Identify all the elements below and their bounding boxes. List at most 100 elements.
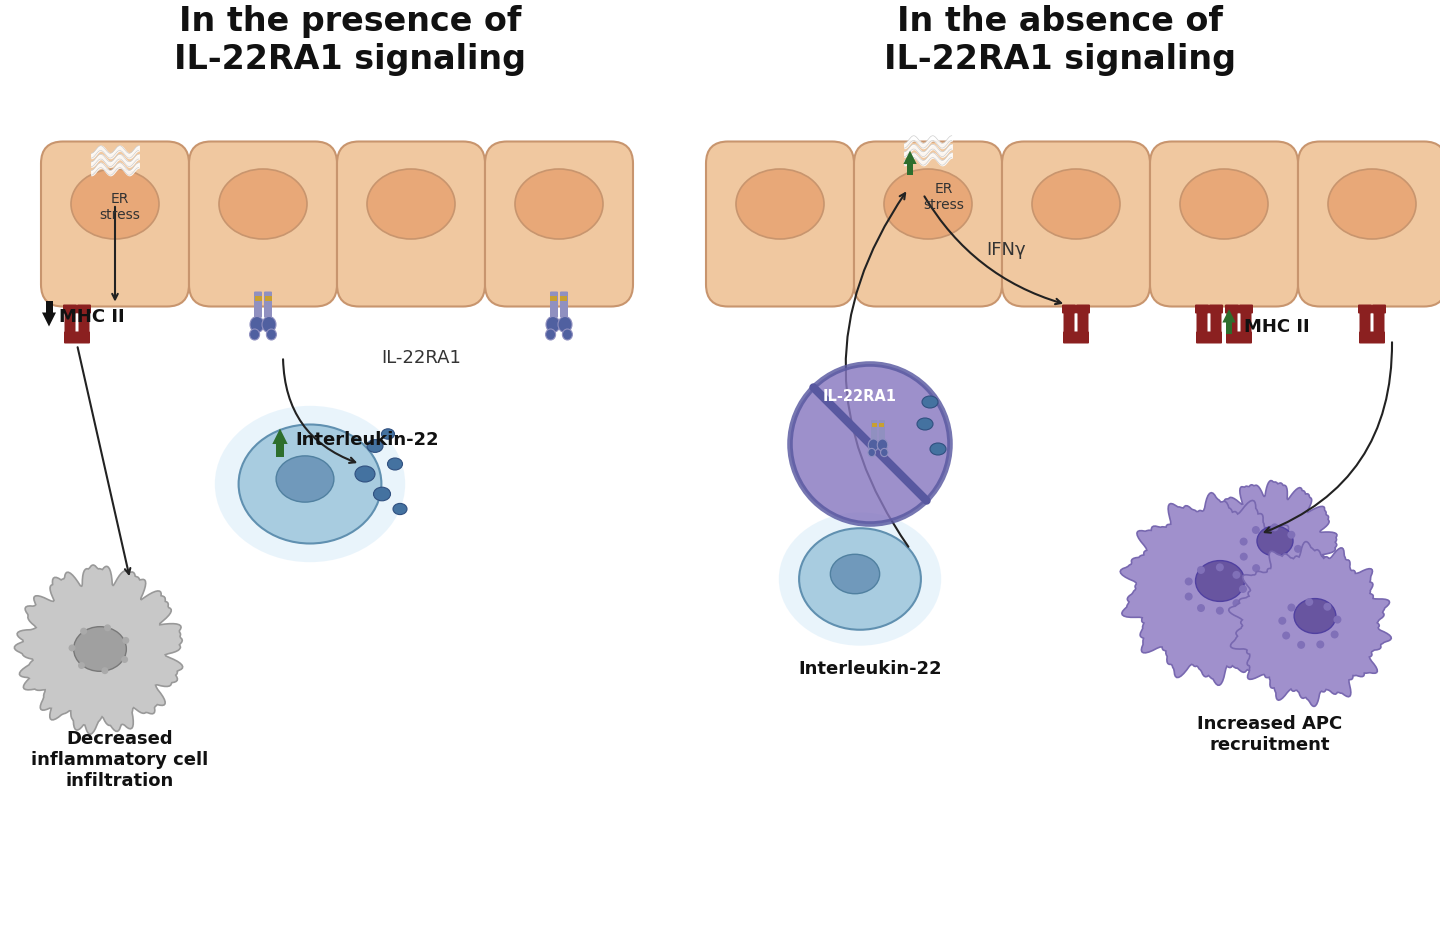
FancyBboxPatch shape	[63, 305, 76, 314]
Ellipse shape	[219, 170, 307, 240]
Ellipse shape	[367, 440, 383, 453]
FancyBboxPatch shape	[1197, 332, 1223, 345]
Circle shape	[1240, 553, 1247, 561]
FancyBboxPatch shape	[1061, 305, 1076, 314]
Bar	[265, 296, 272, 301]
Ellipse shape	[922, 396, 937, 409]
Polygon shape	[1228, 542, 1391, 707]
Ellipse shape	[877, 440, 887, 451]
FancyBboxPatch shape	[1297, 143, 1440, 307]
Circle shape	[1331, 631, 1339, 639]
Polygon shape	[42, 313, 56, 328]
FancyBboxPatch shape	[253, 293, 262, 318]
Circle shape	[1215, 564, 1224, 572]
Ellipse shape	[546, 317, 560, 333]
FancyBboxPatch shape	[1227, 306, 1237, 336]
Ellipse shape	[736, 170, 824, 240]
Text: Increased APC
recruitment: Increased APC recruitment	[1198, 715, 1342, 753]
Ellipse shape	[215, 406, 405, 563]
Ellipse shape	[557, 317, 572, 333]
FancyBboxPatch shape	[40, 143, 189, 307]
Ellipse shape	[1032, 170, 1120, 240]
FancyBboxPatch shape	[264, 293, 272, 318]
FancyBboxPatch shape	[1359, 332, 1385, 345]
FancyBboxPatch shape	[1374, 306, 1384, 336]
Ellipse shape	[266, 329, 276, 341]
FancyBboxPatch shape	[1195, 305, 1210, 314]
Circle shape	[69, 645, 75, 651]
Polygon shape	[903, 152, 917, 165]
Bar	[46, 301, 52, 313]
Circle shape	[1297, 641, 1305, 649]
Text: IL-22RA1: IL-22RA1	[824, 389, 897, 404]
Ellipse shape	[71, 170, 158, 240]
Bar	[1225, 322, 1233, 334]
FancyBboxPatch shape	[1063, 332, 1089, 345]
Circle shape	[1316, 641, 1325, 649]
Circle shape	[1253, 565, 1260, 572]
Circle shape	[1287, 560, 1296, 567]
FancyBboxPatch shape	[1076, 305, 1090, 314]
Text: In the presence of
IL-22RA1 signaling: In the presence of IL-22RA1 signaling	[174, 5, 526, 76]
Ellipse shape	[779, 513, 942, 646]
Ellipse shape	[930, 444, 946, 456]
Bar	[560, 296, 567, 301]
Circle shape	[1295, 546, 1302, 553]
Circle shape	[122, 637, 130, 644]
FancyBboxPatch shape	[1225, 332, 1251, 345]
Ellipse shape	[356, 466, 374, 482]
Circle shape	[1238, 585, 1247, 594]
Text: ER
stress: ER stress	[99, 192, 141, 222]
Ellipse shape	[262, 317, 276, 333]
FancyBboxPatch shape	[560, 293, 567, 318]
Ellipse shape	[239, 425, 382, 544]
Circle shape	[1233, 599, 1240, 608]
Polygon shape	[1120, 493, 1310, 685]
Ellipse shape	[917, 418, 933, 430]
Ellipse shape	[1257, 527, 1293, 556]
FancyBboxPatch shape	[1002, 143, 1151, 307]
FancyBboxPatch shape	[706, 143, 854, 307]
FancyBboxPatch shape	[337, 143, 485, 307]
Circle shape	[1233, 571, 1240, 580]
FancyBboxPatch shape	[65, 306, 75, 336]
FancyBboxPatch shape	[1211, 306, 1221, 336]
Circle shape	[1185, 578, 1192, 586]
Ellipse shape	[393, 504, 408, 515]
FancyBboxPatch shape	[1064, 306, 1074, 336]
FancyBboxPatch shape	[1238, 305, 1253, 314]
Circle shape	[1272, 567, 1279, 575]
Ellipse shape	[563, 329, 572, 341]
Polygon shape	[1202, 481, 1336, 617]
Circle shape	[791, 364, 950, 525]
FancyBboxPatch shape	[485, 143, 634, 307]
FancyBboxPatch shape	[1240, 306, 1251, 336]
Bar	[255, 296, 262, 301]
FancyBboxPatch shape	[550, 293, 557, 318]
Ellipse shape	[249, 329, 259, 341]
Circle shape	[1333, 615, 1342, 624]
Circle shape	[1240, 538, 1247, 546]
Bar	[276, 444, 284, 458]
Text: IL-22RA1: IL-22RA1	[382, 349, 461, 367]
Bar	[880, 424, 884, 428]
Ellipse shape	[373, 488, 390, 501]
Ellipse shape	[387, 459, 403, 470]
Circle shape	[1197, 566, 1205, 574]
FancyBboxPatch shape	[1210, 305, 1223, 314]
Ellipse shape	[868, 449, 876, 457]
Ellipse shape	[251, 317, 264, 333]
Polygon shape	[14, 565, 183, 734]
Ellipse shape	[1195, 561, 1244, 601]
Circle shape	[104, 625, 111, 632]
Circle shape	[121, 656, 128, 664]
Ellipse shape	[880, 449, 888, 457]
Ellipse shape	[546, 329, 556, 341]
Circle shape	[81, 628, 88, 635]
Text: IFNγ: IFNγ	[986, 241, 1025, 259]
Ellipse shape	[382, 430, 395, 440]
Circle shape	[101, 667, 108, 674]
Ellipse shape	[799, 529, 922, 630]
FancyBboxPatch shape	[1197, 306, 1208, 336]
FancyBboxPatch shape	[1077, 306, 1089, 336]
